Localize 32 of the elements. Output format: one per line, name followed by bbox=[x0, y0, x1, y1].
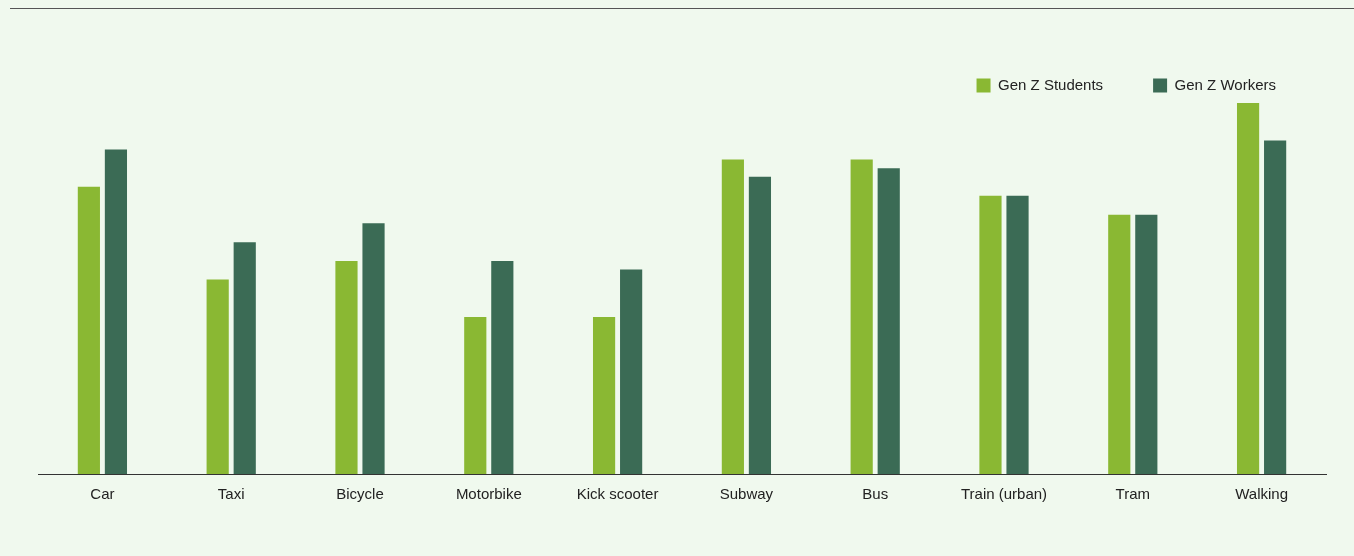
bar bbox=[877, 168, 900, 474]
bar bbox=[1006, 195, 1029, 474]
bar bbox=[1135, 214, 1158, 474]
bar bbox=[362, 223, 385, 474]
bar bbox=[1236, 103, 1260, 474]
x-tick-label: Subway bbox=[719, 485, 774, 503]
bar bbox=[335, 261, 358, 474]
x-tick-label: Bicycle bbox=[336, 485, 384, 503]
bar bbox=[748, 176, 772, 474]
x-tick-label: Motorbike bbox=[455, 485, 522, 503]
bar bbox=[206, 279, 229, 474]
bar bbox=[1108, 214, 1131, 474]
x-tick-label: Kick scooter bbox=[576, 485, 659, 503]
bar bbox=[77, 186, 100, 474]
bar bbox=[620, 269, 643, 474]
bar bbox=[1264, 140, 1287, 474]
bar bbox=[233, 242, 256, 474]
bar bbox=[592, 317, 616, 474]
x-tick-label: Car bbox=[90, 485, 115, 503]
x-tick-label: Tram bbox=[1115, 485, 1151, 503]
x-tick-label: Train (urban) bbox=[960, 485, 1048, 503]
x-tick-label: Walking bbox=[1235, 485, 1288, 503]
x-tick-label: Taxi bbox=[217, 485, 245, 503]
bar bbox=[979, 195, 1002, 474]
bar bbox=[491, 261, 514, 474]
bar bbox=[850, 159, 873, 474]
bar bbox=[104, 149, 128, 474]
x-tick-label: Bus bbox=[862, 485, 889, 503]
bar bbox=[464, 317, 487, 474]
legend-label: Gen Z Students bbox=[998, 75, 1104, 93]
legend-label: Gen Z Workers bbox=[1174, 75, 1277, 93]
bar bbox=[721, 159, 744, 474]
